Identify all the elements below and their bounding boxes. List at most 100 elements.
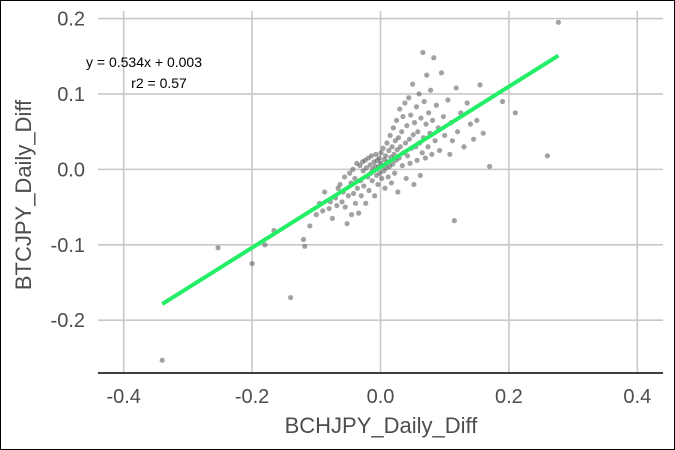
scatter-point — [354, 185, 360, 191]
scatter-point — [307, 223, 313, 229]
scatter-point — [453, 85, 459, 91]
scatter-point — [393, 117, 400, 123]
scatter-point — [350, 190, 357, 197]
scatter-point — [487, 163, 493, 169]
scatter-point — [407, 160, 413, 166]
scatter-point — [382, 185, 388, 191]
y-tick-label: -0.2 — [51, 310, 85, 332]
scatter-point — [424, 72, 430, 78]
scatter-point — [447, 151, 453, 157]
x-tick-label: 0.4 — [623, 386, 651, 408]
x-tick-label: 0.0 — [367, 386, 395, 408]
scatter-point — [300, 236, 307, 243]
scatter-point — [392, 170, 398, 176]
scatter-point — [377, 170, 383, 176]
regression-line-group — [161, 53, 560, 306]
scatter-point — [427, 87, 434, 93]
scatter-point — [414, 157, 420, 163]
y-axis-title: BTCJPY_Daily_Diff — [11, 99, 36, 290]
scatter-point — [454, 129, 461, 135]
scatter-point — [402, 140, 409, 146]
scatter-point — [390, 161, 396, 167]
scatter-point — [288, 294, 294, 301]
scatter-point — [432, 138, 438, 144]
scatter-point — [389, 144, 395, 150]
scatter-point — [368, 153, 375, 159]
scatter-point — [408, 112, 414, 118]
scatter-point — [262, 242, 268, 248]
scatter-point — [380, 145, 386, 151]
scatter-point — [449, 138, 456, 144]
scatter-point — [416, 91, 422, 97]
scatter-point — [431, 55, 437, 61]
scatter-point — [411, 181, 417, 188]
scatter-point — [366, 187, 372, 194]
scatter-point — [499, 98, 506, 105]
scatter-point — [467, 121, 473, 127]
scatter-point — [342, 204, 348, 210]
scatter-point — [397, 144, 404, 150]
scatter-point — [421, 98, 427, 105]
scatter-point — [388, 180, 395, 186]
scatter-point — [423, 121, 429, 127]
scatter-point — [470, 136, 477, 142]
scatter-point — [442, 132, 448, 139]
scatter-point — [375, 181, 381, 188]
scatter-point — [410, 132, 416, 138]
scatter-point — [395, 189, 401, 195]
scatter-point — [410, 81, 416, 87]
scatter-point — [420, 49, 426, 56]
scatter-point — [406, 95, 412, 101]
scatter-point — [337, 181, 343, 188]
scatter-point — [378, 150, 384, 156]
scatter-point — [372, 193, 378, 199]
scatter-point — [403, 175, 409, 182]
scatter-point — [399, 163, 405, 169]
scatter-point — [326, 205, 332, 212]
scatter-point — [413, 104, 420, 110]
y-tick-label: 0.2 — [57, 9, 85, 31]
scatter-point — [352, 175, 358, 182]
scatter-point — [433, 102, 439, 108]
scatter-point — [425, 144, 431, 150]
y-tick-label: -0.1 — [51, 235, 85, 257]
x-axis-title: BCHJPY_Daily_Diff — [285, 413, 479, 438]
scatter-point — [400, 113, 406, 120]
scatter-point — [320, 208, 326, 214]
scatter-point — [215, 245, 221, 251]
scatter-point — [322, 189, 328, 195]
y-tick-label: 0.0 — [57, 159, 85, 181]
scatter-point — [404, 123, 410, 129]
scatter-point — [417, 172, 423, 179]
scatter-point — [415, 129, 421, 135]
scatter-point — [451, 218, 457, 224]
scatter-point — [429, 151, 435, 157]
scatter-point — [363, 200, 369, 206]
scatter-point — [367, 162, 373, 168]
scatter-point — [386, 147, 392, 154]
scatter-point — [477, 82, 483, 88]
scatter-point — [363, 165, 369, 171]
scatter-point — [422, 155, 429, 161]
scatter-point — [302, 243, 308, 249]
regression-equation: y = 0.534x + 0.003 — [86, 54, 202, 70]
scatter-point — [512, 110, 518, 116]
scatter-point — [369, 178, 375, 184]
r-squared-label: r2 = 0.57 — [131, 75, 187, 91]
scatter-point — [349, 212, 355, 218]
scatter-point — [358, 193, 364, 199]
scatter-point — [329, 215, 335, 221]
scatter-point — [440, 113, 447, 120]
scatter-point — [249, 261, 255, 267]
scatter-point — [474, 117, 480, 123]
scatter-point — [404, 153, 411, 159]
x-tick-label: -0.2 — [235, 386, 269, 408]
scatter-point — [345, 193, 351, 199]
scatter-point — [436, 147, 443, 154]
scatter-point — [356, 210, 362, 216]
scatter-point — [384, 140, 390, 146]
scatter-point — [402, 100, 408, 106]
scatter-point — [347, 170, 353, 176]
